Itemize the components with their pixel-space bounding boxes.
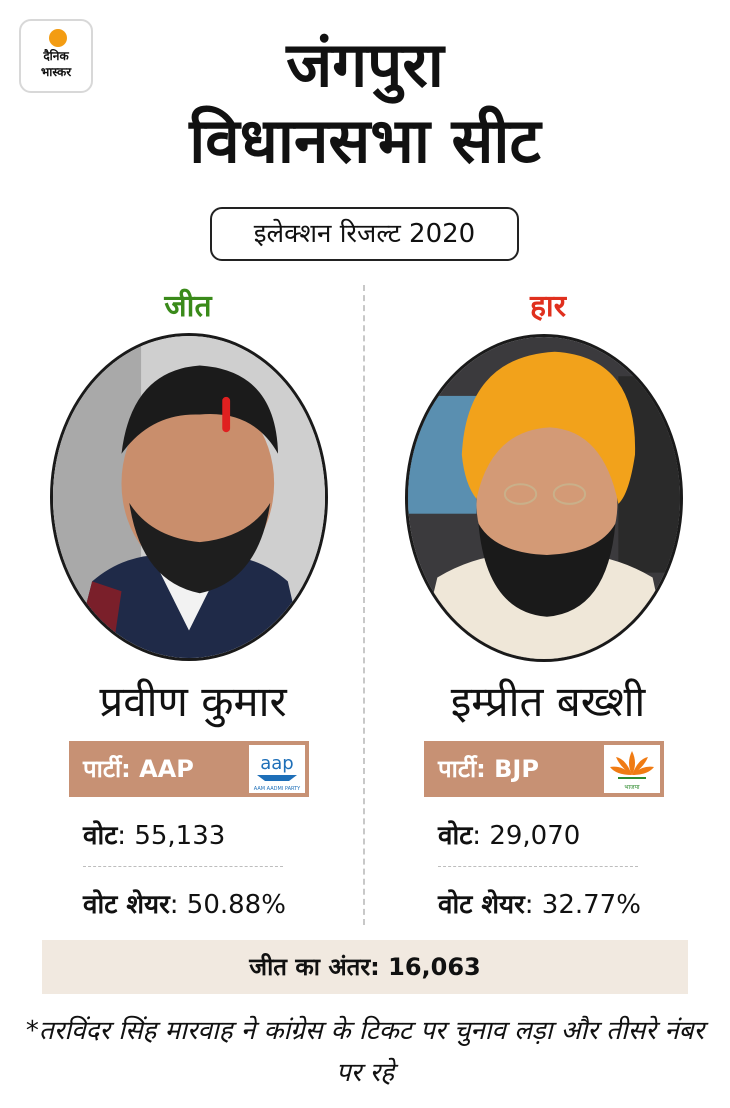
- logo-line2: भास्कर: [40, 65, 72, 79]
- party-label-loser: पार्टी: BJP: [438, 755, 539, 783]
- vote-share-loser: वोट शेयर: 32.77%: [438, 885, 641, 925]
- election-result-badge: इलेक्शन रिजल्ट 2020: [210, 207, 519, 261]
- stat-separator: [438, 866, 638, 867]
- vote-share-winner: वोट शेयर: 50.88%: [83, 885, 286, 925]
- bjp-logo-text: भाजपा: [624, 784, 640, 791]
- logo-line1: दैनिक: [43, 49, 69, 63]
- column-divider: [363, 285, 365, 925]
- share-label: वोट शेयर: [438, 890, 525, 920]
- footnote: *तरविंदर सिंह मारवाह ने कांग्रेस के टिकट…: [25, 1016, 705, 1088]
- candidate-photo-winner: [50, 333, 328, 661]
- candidate-name-loser: इम्प्रीत बख्शी: [450, 677, 646, 726]
- votes-label: वोट: [438, 821, 473, 851]
- dainik-bhaskar-logo: दैनिक भास्कर: [19, 19, 93, 93]
- party-label-winner: पार्टी: AAP: [83, 755, 194, 783]
- votes-loser: वोट: 29,070: [438, 816, 580, 856]
- page-title-line2: विधानसभा सीट: [189, 104, 541, 177]
- candidate-name-winner: प्रवीण कुमार: [99, 677, 287, 726]
- share-label: वोट शेयर: [83, 890, 170, 920]
- winner-status: जीत: [164, 289, 212, 324]
- sun-icon: [49, 29, 67, 47]
- party-bar-loser: पार्टी: BJP भाजपा: [424, 741, 664, 797]
- votes-label: वोट: [83, 821, 118, 851]
- page-title-line1: जंगपुरा: [286, 28, 444, 101]
- aap-logo-text: aap: [260, 753, 294, 774]
- share-value: : 32.77%: [524, 890, 641, 920]
- share-value: : 50.88%: [169, 890, 286, 920]
- party-bar-winner: पार्टी: AAP aap AAM AADMI PARTY: [69, 741, 309, 797]
- aap-logo-subtext: AAM AADMI PARTY: [254, 786, 301, 792]
- votes-value: : 29,070: [472, 821, 581, 851]
- votes-winner: वोट: 55,133: [83, 816, 225, 856]
- aap-logo-icon: aap AAM AADMI PARTY: [249, 745, 305, 793]
- loser-status: हार: [530, 289, 566, 324]
- stat-separator: [83, 866, 283, 867]
- victory-margin: जीत का अंतर: 16,063: [42, 940, 688, 994]
- candidate-photo-loser: [405, 334, 683, 662]
- bjp-lotus-logo-icon: भाजपा: [604, 745, 660, 793]
- votes-value: : 55,133: [117, 821, 226, 851]
